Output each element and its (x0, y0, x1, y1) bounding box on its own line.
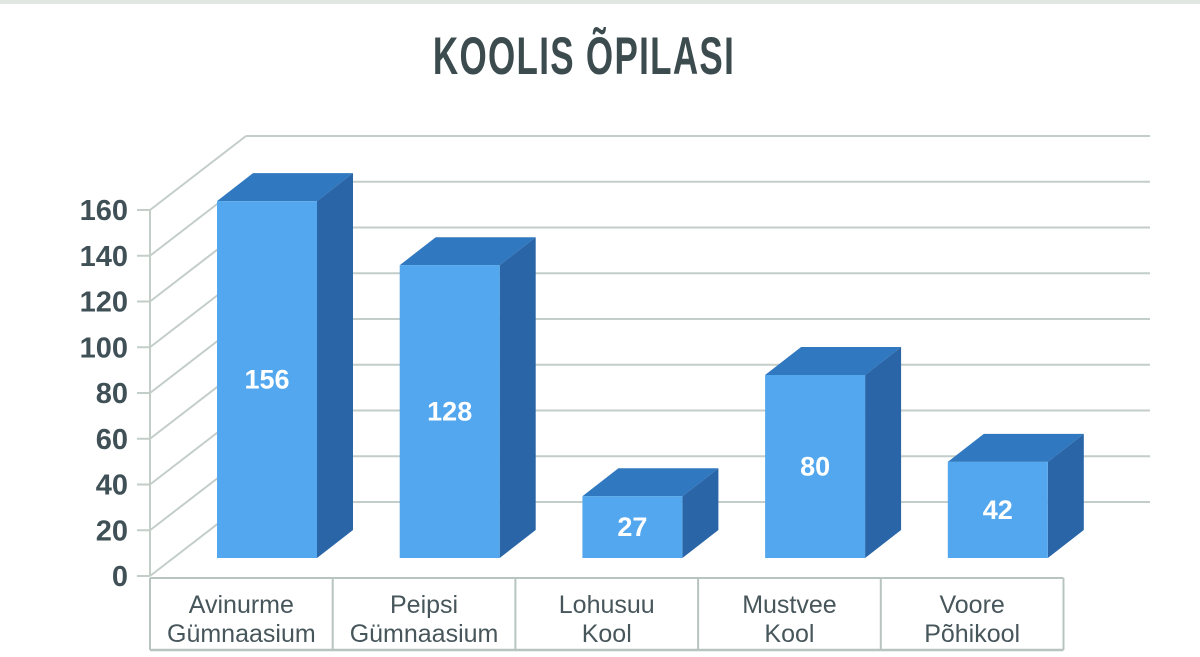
bar-top-face-peipsi-gümnaasium (399, 237, 536, 266)
y-axis-label-80: 80 (96, 378, 128, 410)
y-axis-label-140: 140 (80, 241, 128, 273)
y-axis-label-0: 0 (112, 561, 128, 593)
bar-front-face-voore-põhikool (947, 461, 1048, 558)
y-axis-label-60: 60 (96, 424, 128, 456)
bar-side-face-voore-põhikool (1047, 433, 1084, 558)
x-category-label-voore-põhikool-line1: Voore (939, 591, 1004, 619)
bar-avinurme-gümnaasium: 156 (217, 173, 353, 558)
bar-top-face-lohusuu-kool (582, 468, 719, 497)
bar-front-face-mustvee-kool (765, 375, 866, 558)
bar-top-face-mustvee-kool (765, 347, 902, 375)
x-category-label-avinurme-gümnaasium-line1: Avinurme (189, 591, 294, 619)
x-category-label-peipsi-gümnaasium-line1: Peipsi (390, 591, 458, 619)
x-category-label-lohusuu-kool-line2: Kool (582, 620, 632, 648)
bar-lohusuu-kool: 27 (582, 468, 719, 558)
bar-side-face-lohusuu-kool (682, 468, 719, 558)
bar-value-label-avinurme-gümnaasium: 156 (244, 365, 289, 395)
bar-front-face-peipsi-gümnaasium (399, 265, 500, 558)
depth-line-160 (149, 135, 247, 211)
bar-value-label-peipsi-gümnaasium: 128 (427, 397, 472, 427)
y-axis-label-120: 120 (80, 287, 128, 319)
bar-voore-põhikool: 42 (947, 433, 1084, 558)
bar-mustvee-kool: 80 (765, 347, 902, 558)
bar-top-face-avinurme-gümnaasium (217, 173, 353, 202)
bar-side-face-avinurme-gümnaasium (317, 173, 353, 558)
bar-front-face-lohusuu-kool (582, 496, 683, 558)
x-category-label-lohusuu-kool-line1: Lohusuu (559, 591, 655, 619)
bar-peipsi-gümnaasium: 128 (399, 237, 536, 558)
bar-side-face-mustvee-kool (865, 347, 902, 558)
x-category-label-mustvee-kool-line1: Mustvee (742, 591, 836, 619)
bar-front-face-avinurme-gümnaasium (217, 201, 317, 558)
bar-value-label-mustvee-kool: 80 (800, 452, 830, 482)
bar-top-face-voore-põhikool (947, 433, 1084, 462)
bar-value-label-voore-põhikool: 42 (983, 495, 1013, 525)
x-category-label-avinurme-gümnaasium-line2: Gümnaasium (167, 620, 316, 648)
page-top-edge (0, 0, 1200, 4)
y-axis-label-100: 100 (80, 332, 128, 364)
x-category-label-peipsi-gümnaasium-line2: Gümnaasium (350, 620, 499, 648)
chart-title: KOOLIS ÕPILASI (432, 27, 736, 86)
bar-side-face-peipsi-gümnaasium (499, 237, 536, 558)
y-axis-label-20: 20 (96, 515, 128, 547)
y-axis-label-160: 160 (80, 195, 128, 227)
x-category-label-mustvee-kool-line2: Kool (764, 620, 814, 648)
x-category-label-voore-põhikool-line2: Põhikool (924, 620, 1020, 648)
y-axis-label-40: 40 (96, 470, 128, 502)
bar-value-label-lohusuu-kool: 27 (617, 512, 647, 542)
